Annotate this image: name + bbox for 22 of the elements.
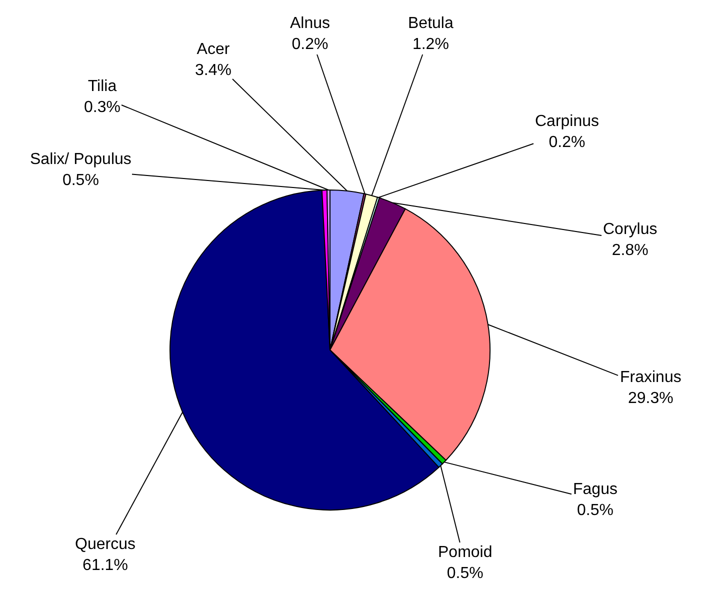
data-label: 0.3% <box>84 98 120 116</box>
data-label: 29.3% <box>628 390 674 407</box>
data-label: 1.2% <box>412 36 449 53</box>
data-label: 0.5% <box>446 564 484 582</box>
slice-label: Quercus <box>75 536 136 553</box>
data-label: 0.5% <box>62 172 99 189</box>
data-label: 61.1% <box>82 556 128 574</box>
slice-label: Betula <box>408 15 454 32</box>
data-label: 0.2% <box>292 36 328 53</box>
slice-label: Pomoid <box>438 544 492 561</box>
slice-label: Salix/ Populus <box>30 151 132 168</box>
slice-label: Alnus <box>290 15 330 32</box>
slice-label: Acer <box>196 41 230 58</box>
data-label: 0.2% <box>548 134 586 151</box>
slice-label: Tilia <box>88 78 117 95</box>
slice-label: Fagus <box>573 481 618 498</box>
slice-label: Corylus <box>603 221 658 238</box>
data-label: 2.8% <box>612 242 648 259</box>
slice-label: Fraxinus <box>620 369 682 386</box>
data-label: 0.5% <box>577 502 614 519</box>
data-label: 3.4% <box>195 62 232 79</box>
slice-label: Carpinus <box>535 113 600 130</box>
